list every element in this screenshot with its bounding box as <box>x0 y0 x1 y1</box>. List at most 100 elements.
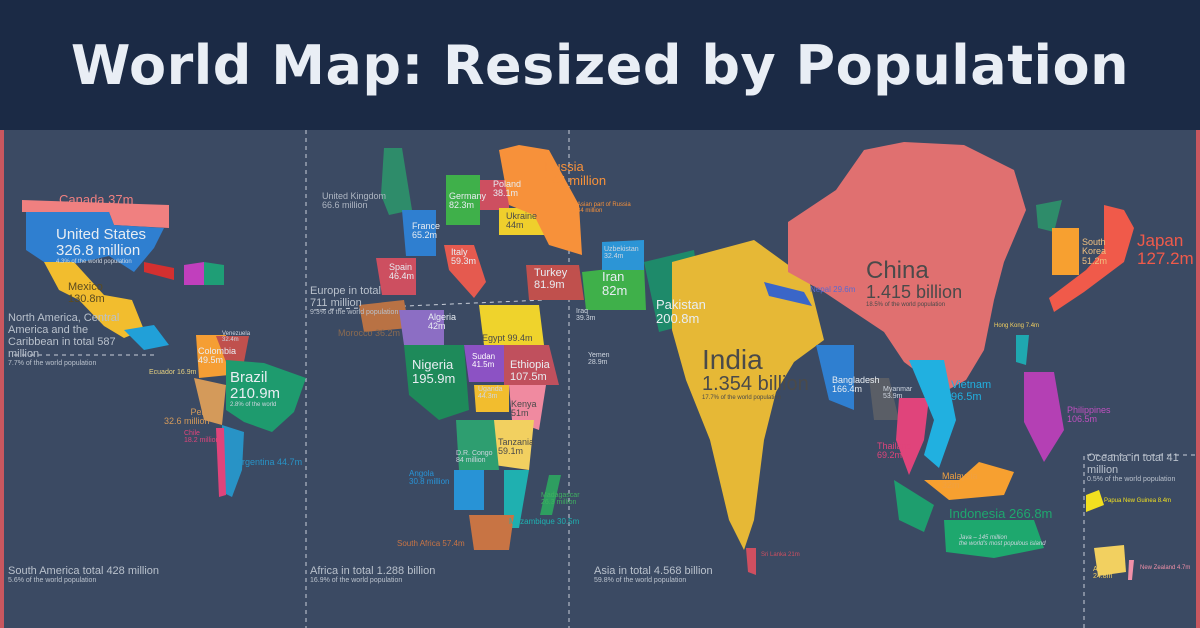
thailand-shape <box>896 398 929 475</box>
label-ukraine: Ukraine 44m <box>506 211 538 231</box>
label-hong-kong: Hong Kong 7.4m <box>994 323 1040 329</box>
label-png: Papua New Guinea 8.4m <box>1104 498 1172 504</box>
label-myanmar: Myanmar 53.9m <box>883 386 913 401</box>
drc-shape <box>456 420 499 470</box>
label-india: India 1.354 billion 17.7% of the world pop… <box>702 344 809 402</box>
label-java: Java – 145 million the world's most popul… <box>959 535 1046 548</box>
label-poland: Poland 38.1m <box>493 179 522 199</box>
label-pakistan: Pakistan 200.8m <box>656 297 706 326</box>
brazil-shape <box>226 360 306 432</box>
label-kenya: Kenya 51m <box>511 399 537 419</box>
sudan-shape <box>464 345 504 382</box>
label-japan: Japan 127.2m <box>1137 231 1194 268</box>
label-sudan: Sudan 41.5m <box>472 352 496 370</box>
population-cartogram: North America, Central America and the C… <box>0 130 1200 628</box>
south-korea-shape <box>1052 228 1079 275</box>
egypt-shape <box>479 305 544 345</box>
china-shape <box>788 142 1026 392</box>
label-argentina: Argentina 44.7m <box>236 457 303 467</box>
label-usa: United States 326.8 million 4.3% of the wo… <box>56 226 147 265</box>
morocco-shape <box>359 300 409 332</box>
png-shape <box>1086 490 1104 512</box>
ukraine-shape <box>499 208 544 235</box>
label-iraq: Iraq 39.3m <box>576 308 596 323</box>
label-vietnam: Vietnam 96.5m <box>951 379 992 403</box>
taiwan-shape <box>1016 335 1029 365</box>
label-nigeria: Nigeria 195.9m <box>412 357 456 386</box>
label-south-africa: South Africa 57.4m <box>397 539 465 548</box>
label-uzbekistan: Uzbekistan 32.4m <box>604 246 639 261</box>
label-venezuela: Venezuela 32.4m <box>222 331 251 344</box>
label-tanzania: Tanzania 59.1m <box>498 437 535 457</box>
tanzania-shape <box>494 420 534 470</box>
label-italy: Italy 59.3m <box>451 247 477 267</box>
region-europe: Europe in total 711 million 9.3% of the w… <box>310 285 399 317</box>
madagascar-shape <box>540 475 561 515</box>
spain-shape <box>376 258 416 295</box>
label-philippines: Philippines 106.5m <box>1067 405 1111 425</box>
label-egypt: Egypt 99.4m <box>482 333 533 343</box>
label-asian-russia: Asian part of Russia 34 million <box>577 202 631 215</box>
label-malaysia: Malaysia 32m <box>942 471 978 491</box>
germany-shape <box>446 175 480 225</box>
label-peru: Peru 32.6 million <box>164 407 210 427</box>
dominican-shape <box>204 262 224 285</box>
label-algeria: Algeria 42m <box>428 312 457 332</box>
caribbean-shape <box>184 262 204 285</box>
turkey-shape <box>526 265 584 300</box>
map-shapes <box>14 130 1196 628</box>
mexico-shape <box>44 262 144 338</box>
kenya-shape <box>509 385 546 430</box>
label-angola: Angola 30.8 million <box>409 469 450 487</box>
label-madagascar: Madagascar 26.3 million <box>541 492 580 507</box>
nepal-shape <box>764 282 812 306</box>
label-france: France 65.2m <box>412 221 441 241</box>
label-germany: Germany 82.3m <box>449 191 487 211</box>
label-iran: Iran 82m <box>602 269 628 298</box>
label-russia: Russia 144 million <box>544 159 607 188</box>
malaysia-shape <box>924 462 1014 500</box>
central-america-shape <box>124 325 169 350</box>
uk-shape <box>381 148 412 215</box>
label-drc: D.R. Congo 84 million <box>456 450 493 465</box>
north-korea-shape <box>1036 200 1062 232</box>
new-zealand-shape <box>1128 560 1134 580</box>
iran-shape <box>582 265 646 310</box>
label-china: China 1.415 billion 18.5% of the world pop… <box>866 257 963 309</box>
peru-shape <box>194 378 226 425</box>
bangladesh-shape <box>816 345 854 410</box>
label-uganda: Uganda 44.3m <box>478 386 503 401</box>
region-africa: Africa in total 1.288 billion 16.9% of th… <box>310 565 436 585</box>
australia-shape <box>1094 545 1126 576</box>
japan-shape <box>1049 205 1134 312</box>
region-asia: Asia in total 4.568 billion 59.8% of the … <box>594 565 713 585</box>
region-south-america: South America total 428 million 5.6% of t… <box>8 565 160 585</box>
label-south-korea: South Korea 51.2m <box>1082 237 1108 266</box>
italy-shape <box>444 245 486 298</box>
oceania-box <box>1083 454 1196 628</box>
label-new-zealand: New Zealand 4.7m <box>1140 565 1191 571</box>
label-bangladesh: Bangladesh 166.4m <box>832 375 880 395</box>
label-yemen: Yemen 28.9m <box>588 352 610 367</box>
label-brazil: Brazil 210.9m 2.8% of the world <box>230 369 281 408</box>
label-morocco: Morocco 36.2m <box>338 328 401 338</box>
venezuela-shape <box>216 336 249 362</box>
canada-shape <box>22 200 169 228</box>
divider-europe-africa <box>313 299 545 311</box>
label-canada: Canada 37m <box>59 192 134 207</box>
myanmar-shape <box>869 378 899 420</box>
label-sri-lanka: Sri Lanka 21m <box>761 552 800 558</box>
vietnam-shape <box>909 360 956 468</box>
algeria-shape <box>399 310 444 345</box>
label-ethiopia: Ethiopia 107.5m <box>510 359 550 383</box>
region-oceania: Oceania in total 41 million 0.5% of the w… <box>1087 452 1179 484</box>
philippines-shape <box>1024 372 1064 462</box>
label-uk: United Kingdom 66.6 million <box>322 191 387 211</box>
uzbekistan-shape <box>602 240 644 270</box>
france-shape <box>402 210 436 256</box>
ethiopia-shape <box>504 345 559 385</box>
angola-shape <box>454 470 484 510</box>
poland-shape <box>480 180 509 210</box>
java-shape <box>944 520 1044 558</box>
russia-shape <box>499 145 582 255</box>
